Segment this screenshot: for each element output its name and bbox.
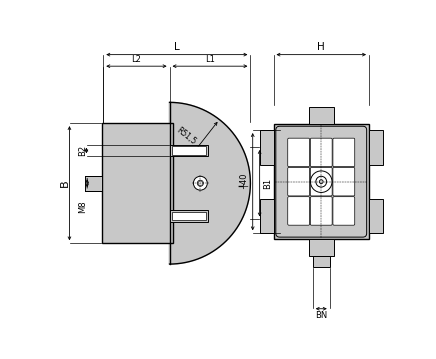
Bar — [172, 146, 206, 155]
FancyBboxPatch shape — [288, 167, 310, 196]
Circle shape — [198, 181, 203, 186]
FancyBboxPatch shape — [288, 138, 310, 167]
FancyBboxPatch shape — [333, 167, 355, 196]
Bar — [369, 130, 383, 165]
Text: ╀40: ╀40 — [239, 174, 249, 190]
Text: B2: B2 — [78, 145, 87, 156]
FancyBboxPatch shape — [310, 197, 332, 225]
FancyBboxPatch shape — [276, 126, 367, 237]
Bar — [170, 210, 208, 222]
Bar — [273, 124, 369, 239]
Text: M8: M8 — [78, 200, 87, 213]
Bar — [369, 199, 383, 233]
Bar — [313, 256, 330, 267]
Bar — [102, 123, 173, 243]
Text: L: L — [174, 42, 180, 52]
FancyBboxPatch shape — [310, 167, 332, 196]
Circle shape — [319, 180, 323, 183]
Circle shape — [194, 176, 207, 190]
FancyBboxPatch shape — [333, 138, 355, 167]
Text: B1: B1 — [263, 178, 272, 189]
Bar — [170, 145, 208, 156]
Text: B: B — [60, 180, 70, 187]
Bar — [260, 199, 273, 233]
Circle shape — [197, 180, 204, 186]
Text: H: H — [317, 42, 325, 52]
Bar — [172, 212, 206, 220]
Text: BN: BN — [315, 311, 327, 320]
Bar — [309, 107, 334, 124]
FancyBboxPatch shape — [288, 197, 310, 225]
FancyBboxPatch shape — [310, 138, 332, 167]
Bar — [85, 176, 102, 191]
Polygon shape — [170, 102, 250, 264]
Bar — [260, 130, 273, 165]
FancyBboxPatch shape — [333, 197, 355, 225]
Bar — [309, 239, 334, 256]
Text: R51,5: R51,5 — [175, 126, 198, 147]
Text: L1: L1 — [205, 55, 215, 64]
Circle shape — [310, 171, 332, 192]
Text: L2: L2 — [132, 55, 141, 64]
Circle shape — [316, 176, 327, 187]
